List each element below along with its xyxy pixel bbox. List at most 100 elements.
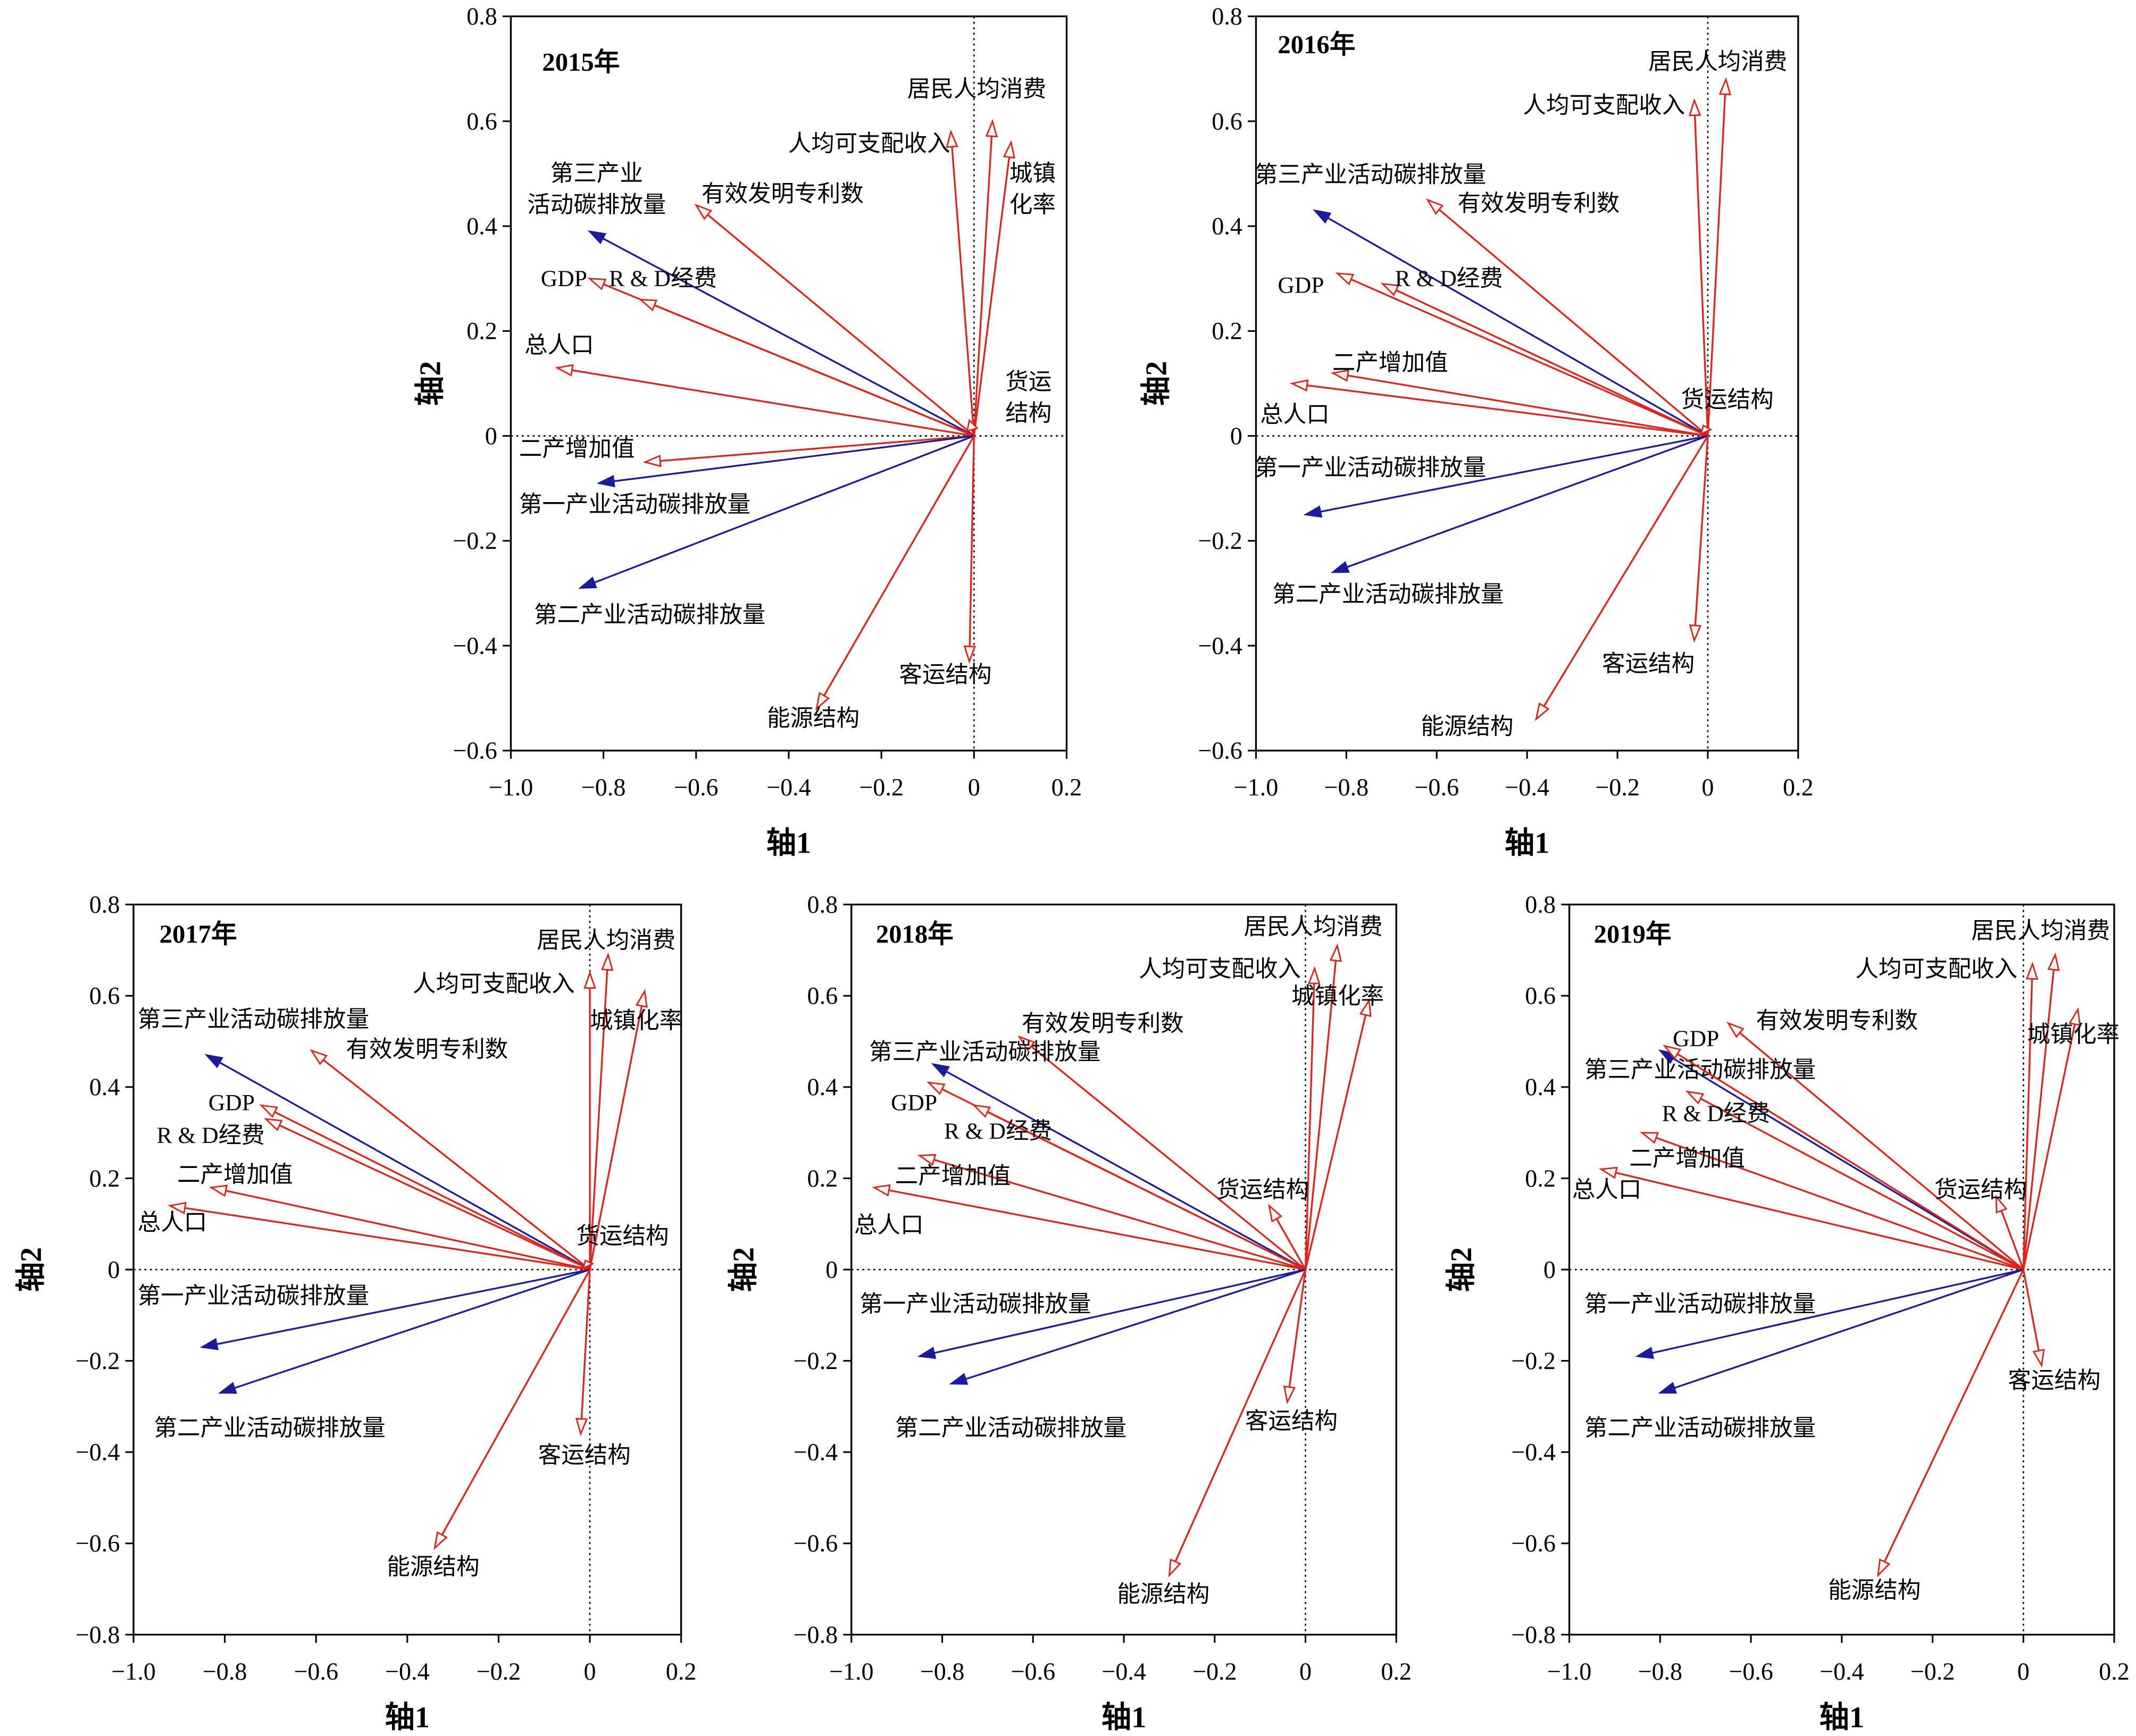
vector-label: 有效发明专利数 <box>702 181 864 207</box>
vector-arrow <box>572 369 974 437</box>
vector-label: 结构 <box>1005 400 1052 426</box>
vector-arrow <box>946 1071 1306 1271</box>
arrowhead <box>972 1104 991 1118</box>
panel-title: 2017年 <box>160 920 237 948</box>
vector-arrow <box>1543 435 1709 707</box>
arrowhead <box>1290 379 1309 392</box>
arrowhead <box>2068 1007 2081 1026</box>
vector-label: 化率 <box>1009 193 1056 218</box>
x-tick-label: −0.4 <box>1820 1658 1864 1685</box>
vector-arrow <box>234 1268 590 1389</box>
y-tick-label: −0.2 <box>453 527 497 554</box>
vector-label: R & D经费 <box>944 1119 1052 1144</box>
vector-label: 居民人均消费 <box>1971 919 2110 944</box>
vector-arrow <box>2022 979 2033 1270</box>
vector-label: 总人口 <box>1572 1177 1642 1203</box>
y-tick-label: 0.4 <box>1212 213 1242 240</box>
arrowhead <box>1658 1382 1678 1394</box>
arrowhead <box>1330 561 1350 573</box>
y-tick-label: −0.6 <box>1198 737 1242 764</box>
vector-label: 二产增加值 <box>895 1164 1011 1189</box>
vector-arrow <box>322 1059 591 1271</box>
chart-panel: −1.0 −0.8 −0.6 −0.4 −0.2 0 0.2 0.8 0.6 0.4 0.2 0 −0.… <box>1139 3 1813 859</box>
arrowhead <box>1995 1194 2008 1214</box>
vector-arrow <box>1350 278 1708 437</box>
arrowhead <box>963 645 976 664</box>
arrowhead <box>582 1259 595 1270</box>
y-tick-label: 0.6 <box>466 107 497 135</box>
vector-label: 活动碳排放量 <box>527 193 666 218</box>
vector-label: 能源结构 <box>387 1555 479 1580</box>
x-tick-label: 0 <box>1299 1658 1312 1685</box>
x-axis-title: 轴1 <box>1102 1701 1147 1734</box>
vector-label: 货运结构 <box>1216 1177 1309 1203</box>
vector-label: 总人口 <box>1260 402 1330 428</box>
vector-label: 二产增加值 <box>1332 350 1448 376</box>
arrowhead <box>931 1063 950 1078</box>
vector-label: 货运 <box>1005 370 1052 395</box>
vector-label: 居民人均消费 <box>907 77 1046 102</box>
arrowhead <box>1168 1558 1182 1578</box>
vector-label: 第一产业活动碳排放量 <box>1255 455 1486 481</box>
x-tick-label: −0.2 <box>859 774 904 801</box>
arrowhead <box>168 1201 187 1214</box>
vector-label: 能源结构 <box>1117 1582 1209 1607</box>
y-tick-label: −0.4 <box>794 1439 838 1466</box>
arrowhead <box>949 1373 969 1385</box>
x-tick-label: 0.2 <box>2099 1658 2130 1685</box>
x-tick-label: −0.8 <box>920 1658 965 1685</box>
y-tick-label: 0.4 <box>807 1073 838 1100</box>
vector-label: 第一产业活动碳排放量 <box>519 492 750 518</box>
vector-arrow <box>1304 1014 1367 1270</box>
y-tick-label: 0 <box>107 1256 120 1283</box>
x-tick-label: −0.4 <box>385 1658 430 1685</box>
y-tick-label: 0 <box>485 422 497 449</box>
vector-label: 有效发明专利数 <box>1022 1011 1184 1037</box>
y-tick-label: 0.2 <box>1212 318 1242 345</box>
vector-label: 城镇化率 <box>2027 1022 2120 1047</box>
x-tick-label: 0.2 <box>666 1658 697 1685</box>
arrowhead <box>1268 1204 1283 1223</box>
arrowhead <box>1329 943 1342 962</box>
panel-title: 2019年 <box>1594 920 1672 948</box>
vector-arrow <box>1275 1218 1306 1270</box>
arrowhead <box>208 1184 228 1197</box>
x-tick-label: 0.2 <box>1381 1658 1412 1685</box>
vector-arrow <box>971 429 975 437</box>
y-tick-label: 0.6 <box>1525 982 1556 1009</box>
vector-arrow <box>969 436 975 647</box>
vector-arrow <box>602 237 975 437</box>
y-tick-label: 0 <box>1543 1256 1556 1283</box>
x-tick-label: 0.2 <box>1783 774 1814 801</box>
arrowhead <box>578 576 597 589</box>
vector-label: 客运结构 <box>899 662 991 688</box>
x-tick-label: −0.2 <box>1910 1658 1955 1685</box>
arrowhead <box>1700 424 1713 435</box>
y-tick-label: −0.2 <box>1198 527 1242 554</box>
vector-label: 能源结构 <box>1828 1578 1921 1603</box>
arrowhead <box>638 298 658 312</box>
y-axis-title: 轴2 <box>727 1247 760 1292</box>
vector-arrow <box>580 1269 591 1419</box>
arrowhead <box>917 1347 937 1359</box>
vector-label: 总人口 <box>524 332 594 358</box>
chart-panel: −1.0 −0.8 −0.6 −0.4 −0.2 0 0.2 0.8 0.6 0.4 0.2 0 −0.… <box>14 891 697 1734</box>
arrowhead <box>1335 272 1355 286</box>
arrowhead <box>1726 1021 1745 1038</box>
vector-label: 第三产业活动碳排放量 <box>138 1007 369 1032</box>
arrowhead <box>1689 624 1702 643</box>
vector-label: 人均可支配收入 <box>788 131 950 156</box>
vector-arrow <box>1307 384 1708 437</box>
y-tick-label: 0.2 <box>466 318 497 345</box>
x-tick-label: −1.0 <box>1547 1658 1592 1685</box>
x-axis-title: 轴1 <box>1505 826 1550 859</box>
x-tick-label: −0.8 <box>1324 774 1369 801</box>
arrowhead <box>310 1049 328 1065</box>
vector-label: 人均可支配收入 <box>1855 956 2017 982</box>
y-tick-label: 0.4 <box>466 213 497 240</box>
vector-label: 第一产业活动碳排放量 <box>138 1283 369 1309</box>
vector-label: 货运结构 <box>576 1223 669 1249</box>
arrowhead <box>1017 1035 1036 1052</box>
x-tick-label: −0.6 <box>674 774 719 801</box>
y-tick-label: 0.8 <box>1212 3 1242 30</box>
